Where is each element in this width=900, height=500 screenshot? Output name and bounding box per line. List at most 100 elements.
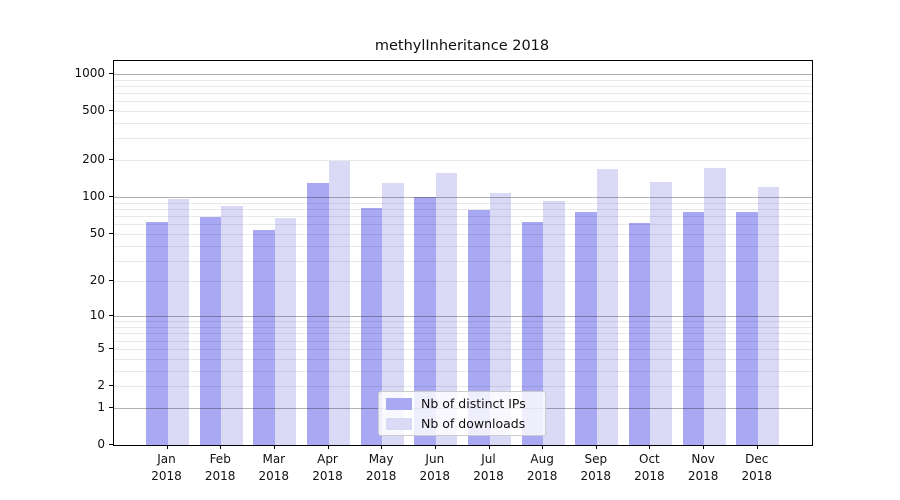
- bar-distinct-ips-jul: [468, 210, 490, 445]
- x-tick-mark: [595, 445, 597, 449]
- legend: Nb of distinct IPs Nb of downloads: [378, 391, 546, 436]
- gridline-major: [114, 73, 812, 75]
- gridline-minor: [114, 85, 812, 87]
- gridline-minor: [114, 321, 812, 323]
- bar-downloads-may: [382, 183, 404, 445]
- gridline-minor: [114, 245, 812, 247]
- bar-downloads-aug: [543, 200, 565, 445]
- legend-item-downloads: Nb of downloads: [386, 416, 545, 431]
- bar-distinct-ips-aug: [521, 222, 544, 445]
- y-tick-mark: [109, 159, 113, 161]
- x-tick-label-jul: Jul 2018: [473, 452, 504, 483]
- x-tick-label-nov: Nov 2018: [687, 452, 719, 483]
- y-tick-mark: [109, 406, 113, 408]
- bar-downloads-nov: [704, 167, 726, 445]
- bar-downloads-dec: [757, 186, 780, 445]
- x-tick-label-aug: Aug 2018: [526, 452, 558, 483]
- x-tick-label-may: May 2018: [365, 452, 397, 483]
- y-tick-label-20: 20: [89, 273, 105, 288]
- bar-downloads-sep: [596, 168, 619, 445]
- bar-downloads-jul: [489, 193, 511, 445]
- y-tick-label-200: 200: [82, 152, 105, 167]
- bar-distinct-ips-apr: [307, 183, 329, 445]
- gridline-minor: [114, 233, 812, 235]
- gridline-minor: [114, 111, 812, 112]
- legend-swatch-downloads: [386, 417, 412, 430]
- legend-label-downloads: Nb of downloads: [421, 416, 526, 431]
- x-tick-mark: [273, 445, 275, 449]
- bar-distinct-ips-nov: [682, 211, 705, 445]
- y-tick-label-1000: 1000: [74, 65, 105, 80]
- x-tick-mark: [381, 445, 383, 449]
- y-tick-label-2: 2: [97, 378, 105, 392]
- y-tick-label-5: 5: [97, 340, 105, 355]
- gridline-minor: [114, 386, 812, 387]
- gridline-minor: [114, 260, 812, 262]
- x-tick-label-feb: Feb 2018: [204, 452, 236, 483]
- bar-distinct-ips-feb: [199, 216, 222, 445]
- gridline-minor: [114, 93, 812, 94]
- bar-distinct-ips-jan: [146, 221, 168, 445]
- y-tick-mark: [109, 110, 113, 111]
- x-tick-mark: [166, 445, 168, 449]
- x-tick-label-jan: Jan 2018: [151, 452, 182, 483]
- y-tick-label-50: 50: [89, 225, 105, 240]
- gridline-minor: [114, 358, 812, 360]
- y-tick-mark: [109, 72, 113, 74]
- x-tick-label-sep: Sep 2018: [580, 452, 612, 483]
- plot-area: [113, 60, 813, 446]
- bar-distinct-ips-may: [360, 207, 383, 445]
- gridline-minor: [114, 333, 812, 335]
- bar-distinct-ips-dec: [736, 211, 758, 445]
- chart-title: methylInheritance 2018: [374, 38, 550, 54]
- gridline-minor: [114, 348, 812, 350]
- x-tick-label-oct: Oct 2018: [634, 452, 665, 483]
- gridline-minor: [114, 340, 812, 342]
- y-tick-label-0: 0: [97, 437, 105, 451]
- bar-distinct-ips-oct: [628, 223, 651, 445]
- x-tick-mark: [488, 445, 490, 449]
- y-tick-mark: [109, 385, 113, 386]
- x-tick-mark: [756, 445, 758, 449]
- x-tick-label-dec: Dec 2018: [741, 452, 773, 483]
- gridline-minor: [114, 123, 812, 124]
- gridline-minor: [114, 101, 812, 103]
- bar-downloads-jun: [435, 172, 458, 445]
- y-tick-label-1: 1: [97, 399, 105, 414]
- y-tick-mark: [109, 280, 113, 282]
- bar-distinct-ips-sep: [575, 211, 597, 445]
- gridline-minor: [114, 327, 812, 328]
- y-tick-mark: [109, 315, 113, 317]
- y-tick-mark: [109, 232, 113, 234]
- gridline-minor: [114, 281, 812, 283]
- bar-downloads-oct: [650, 181, 672, 445]
- gridline-minor: [114, 208, 812, 210]
- gridline-minor: [114, 138, 812, 140]
- gridline-minor: [114, 79, 812, 81]
- y-tick-mark: [109, 347, 113, 349]
- bar-downloads-feb: [221, 205, 243, 445]
- gridline-minor: [114, 370, 812, 372]
- bar-distinct-ips-mar: [253, 229, 275, 445]
- x-tick-mark: [703, 445, 705, 449]
- legend-item-distinct-ips: Nb of distinct IPs: [386, 396, 545, 411]
- gridline-major: [114, 197, 812, 199]
- y-tick-label-10: 10: [89, 308, 105, 323]
- gridline-minor: [114, 216, 812, 217]
- gridline-minor: [114, 160, 812, 162]
- x-tick-mark: [434, 445, 436, 449]
- bar-downloads-mar: [274, 218, 297, 445]
- x-tick-label-mar: Mar 2018: [258, 452, 290, 483]
- y-tick-label-500: 500: [82, 103, 105, 117]
- gridline-minor: [114, 224, 812, 226]
- bar-downloads-jan: [167, 199, 189, 445]
- x-tick-mark: [649, 445, 651, 449]
- y-tick-mark: [109, 444, 113, 445]
- bar-distinct-ips-jun: [414, 197, 436, 445]
- gridline-major: [114, 316, 812, 318]
- x-tick-label-jun: Jun 2018: [419, 452, 451, 483]
- x-tick-mark: [327, 445, 329, 449]
- y-tick-mark: [109, 196, 113, 198]
- legend-swatch-distinct-ips: [386, 397, 412, 410]
